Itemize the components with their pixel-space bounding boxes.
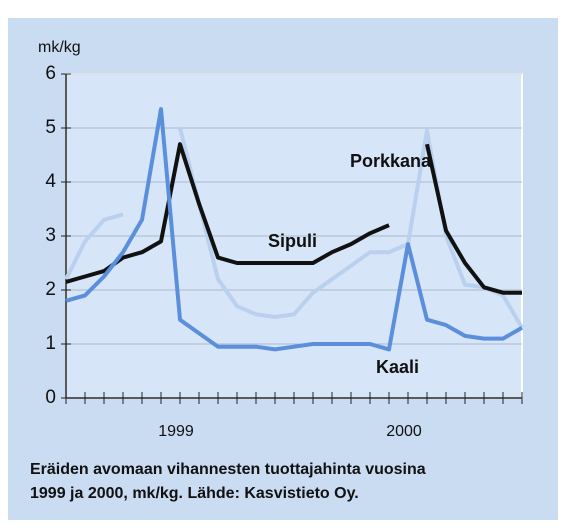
caption: Eräiden avomaan vihannesten tuottajahint… [30, 461, 426, 478]
y-tick-label: 0 [45, 387, 56, 408]
y-tick-label: 3 [45, 225, 56, 246]
series-label: Kaali [376, 357, 419, 377]
y-tick-label: 5 [45, 117, 56, 138]
series-line [65, 107, 523, 352]
series-label: Porkkana [350, 151, 432, 171]
caption: 1999 ja 2000, mk/kg. Lähde: Kasvistieto … [30, 485, 359, 502]
y-tick-label: 2 [45, 279, 56, 300]
series-line [64, 127, 524, 329]
x-tick-label: 1999 [158, 423, 194, 440]
y-tick-label: 1 [45, 333, 56, 354]
x-tick-label: 2000 [386, 423, 422, 440]
y-tick-label: 4 [45, 171, 56, 192]
series-label: Sipuli [268, 231, 317, 251]
y-axis-label: mk/kg [38, 39, 81, 56]
series-line [65, 142, 522, 295]
y-tick-label: 6 [45, 63, 56, 84]
